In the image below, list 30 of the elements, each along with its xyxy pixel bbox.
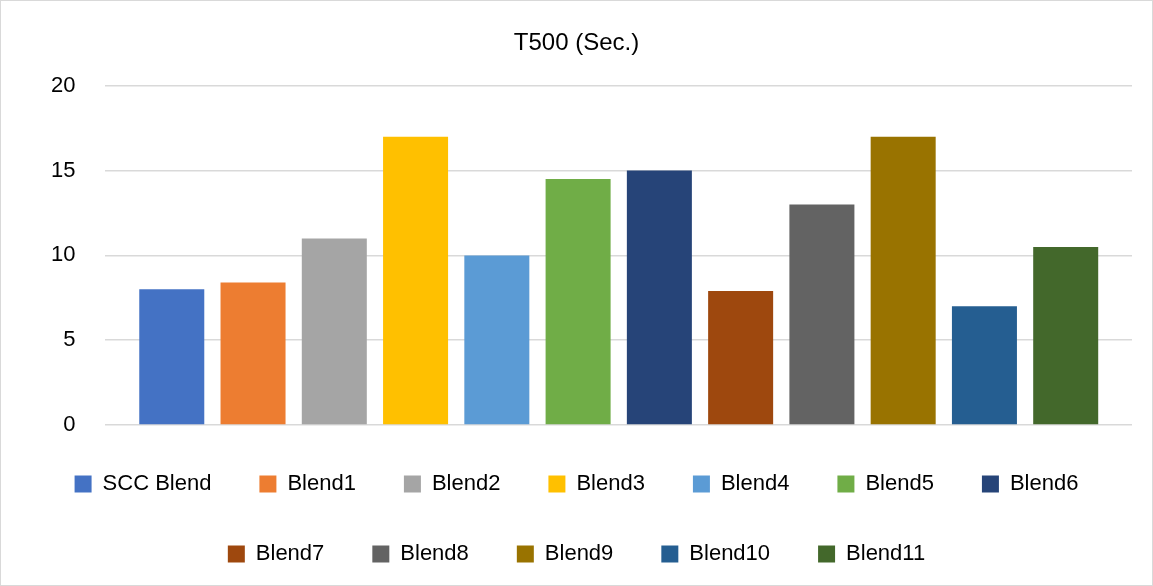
y-tick-label: 20	[50, 71, 76, 97]
legend-label: Blend9	[544, 540, 614, 566]
legend-label: Blend2	[431, 470, 501, 496]
legend-label: Blend5	[865, 470, 934, 496]
bar	[626, 170, 692, 425]
bar	[870, 136, 936, 425]
legend-label: Blend11	[846, 540, 926, 566]
bar	[301, 238, 367, 425]
bar	[1033, 246, 1099, 425]
y-tick-label: 15	[50, 156, 76, 182]
bar	[545, 179, 611, 425]
bar	[139, 289, 205, 425]
bar	[708, 291, 774, 425]
bar	[951, 306, 1017, 425]
legend-label: Blend3	[576, 470, 645, 496]
legend-label: Blend7	[255, 540, 325, 566]
legend-label: SCC Blend	[102, 470, 212, 496]
legend-label: Blend6	[1009, 470, 1079, 496]
y-tick-label: 10	[50, 241, 76, 267]
legend-label: Blend4	[720, 470, 790, 496]
bar	[464, 255, 530, 425]
y-tick-label: 0	[63, 411, 76, 437]
bar	[220, 282, 286, 425]
legend-label: Blend8	[400, 540, 469, 566]
bar	[789, 204, 855, 425]
bar	[383, 136, 449, 425]
chart-title: T500 (Sec.)	[513, 28, 640, 56]
y-tick-label: 5	[63, 326, 76, 352]
legend-label: Blend1	[287, 470, 356, 496]
legend-label: Blend10	[689, 540, 771, 566]
